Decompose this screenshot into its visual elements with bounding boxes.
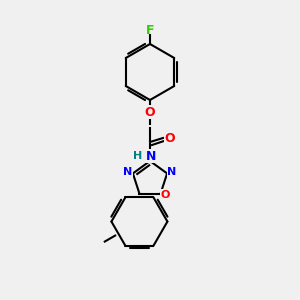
Text: O: O [145,106,155,118]
Text: O: O [165,131,175,145]
Text: O: O [161,190,170,200]
Text: N: N [146,149,156,163]
Text: N: N [167,167,177,177]
Text: N: N [123,167,133,177]
Text: H: H [134,151,142,161]
Text: F: F [146,23,154,37]
